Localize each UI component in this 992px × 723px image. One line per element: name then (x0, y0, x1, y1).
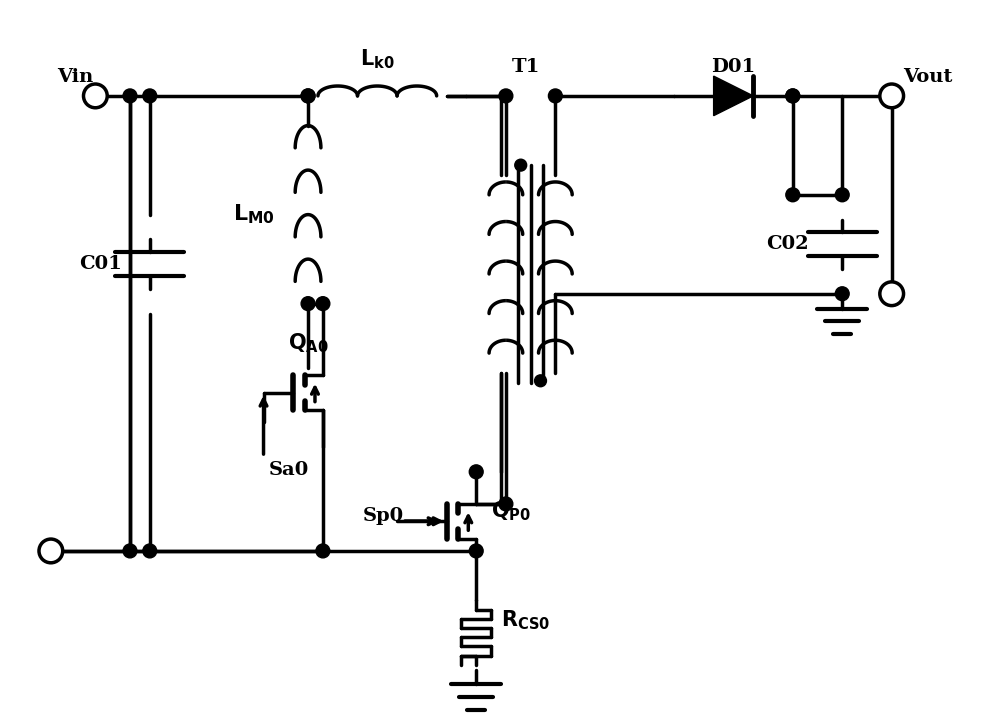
Circle shape (835, 287, 849, 301)
Circle shape (316, 296, 329, 311)
Circle shape (143, 544, 157, 558)
Text: Vin: Vin (58, 68, 93, 86)
Circle shape (880, 84, 904, 108)
Circle shape (302, 296, 315, 311)
Circle shape (499, 497, 513, 511)
Circle shape (880, 282, 904, 306)
Text: $\mathbf{R_{CS0}}$: $\mathbf{R_{CS0}}$ (501, 608, 550, 632)
Text: $\mathbf{Q_{P0}}$: $\mathbf{Q_{P0}}$ (491, 500, 532, 523)
Text: Sa0: Sa0 (269, 461, 309, 479)
Text: $\mathbf{Q_{A0}}$: $\mathbf{Q_{A0}}$ (289, 331, 329, 355)
Text: C01: C01 (79, 255, 122, 273)
Circle shape (123, 89, 137, 103)
Circle shape (535, 375, 547, 387)
Text: C02: C02 (767, 235, 809, 253)
Circle shape (786, 89, 800, 103)
Circle shape (469, 465, 483, 479)
Circle shape (549, 89, 562, 103)
Circle shape (123, 544, 137, 558)
Circle shape (143, 89, 157, 103)
Circle shape (302, 89, 315, 103)
Circle shape (835, 188, 849, 202)
Circle shape (302, 89, 315, 103)
Circle shape (515, 159, 527, 171)
Circle shape (786, 188, 800, 202)
Circle shape (499, 89, 513, 103)
Text: D01: D01 (711, 58, 756, 76)
Polygon shape (713, 76, 753, 116)
Text: T1: T1 (512, 58, 540, 76)
Circle shape (316, 544, 329, 558)
Circle shape (786, 89, 800, 103)
Text: $\mathbf{L_{M0}}$: $\mathbf{L_{M0}}$ (233, 202, 275, 226)
Text: $\mathbf{L_{k0}}$: $\mathbf{L_{k0}}$ (360, 48, 395, 71)
Circle shape (469, 544, 483, 558)
Text: Sp0: Sp0 (362, 508, 404, 526)
Circle shape (83, 84, 107, 108)
Circle shape (39, 539, 62, 562)
Text: Vout: Vout (904, 68, 953, 86)
